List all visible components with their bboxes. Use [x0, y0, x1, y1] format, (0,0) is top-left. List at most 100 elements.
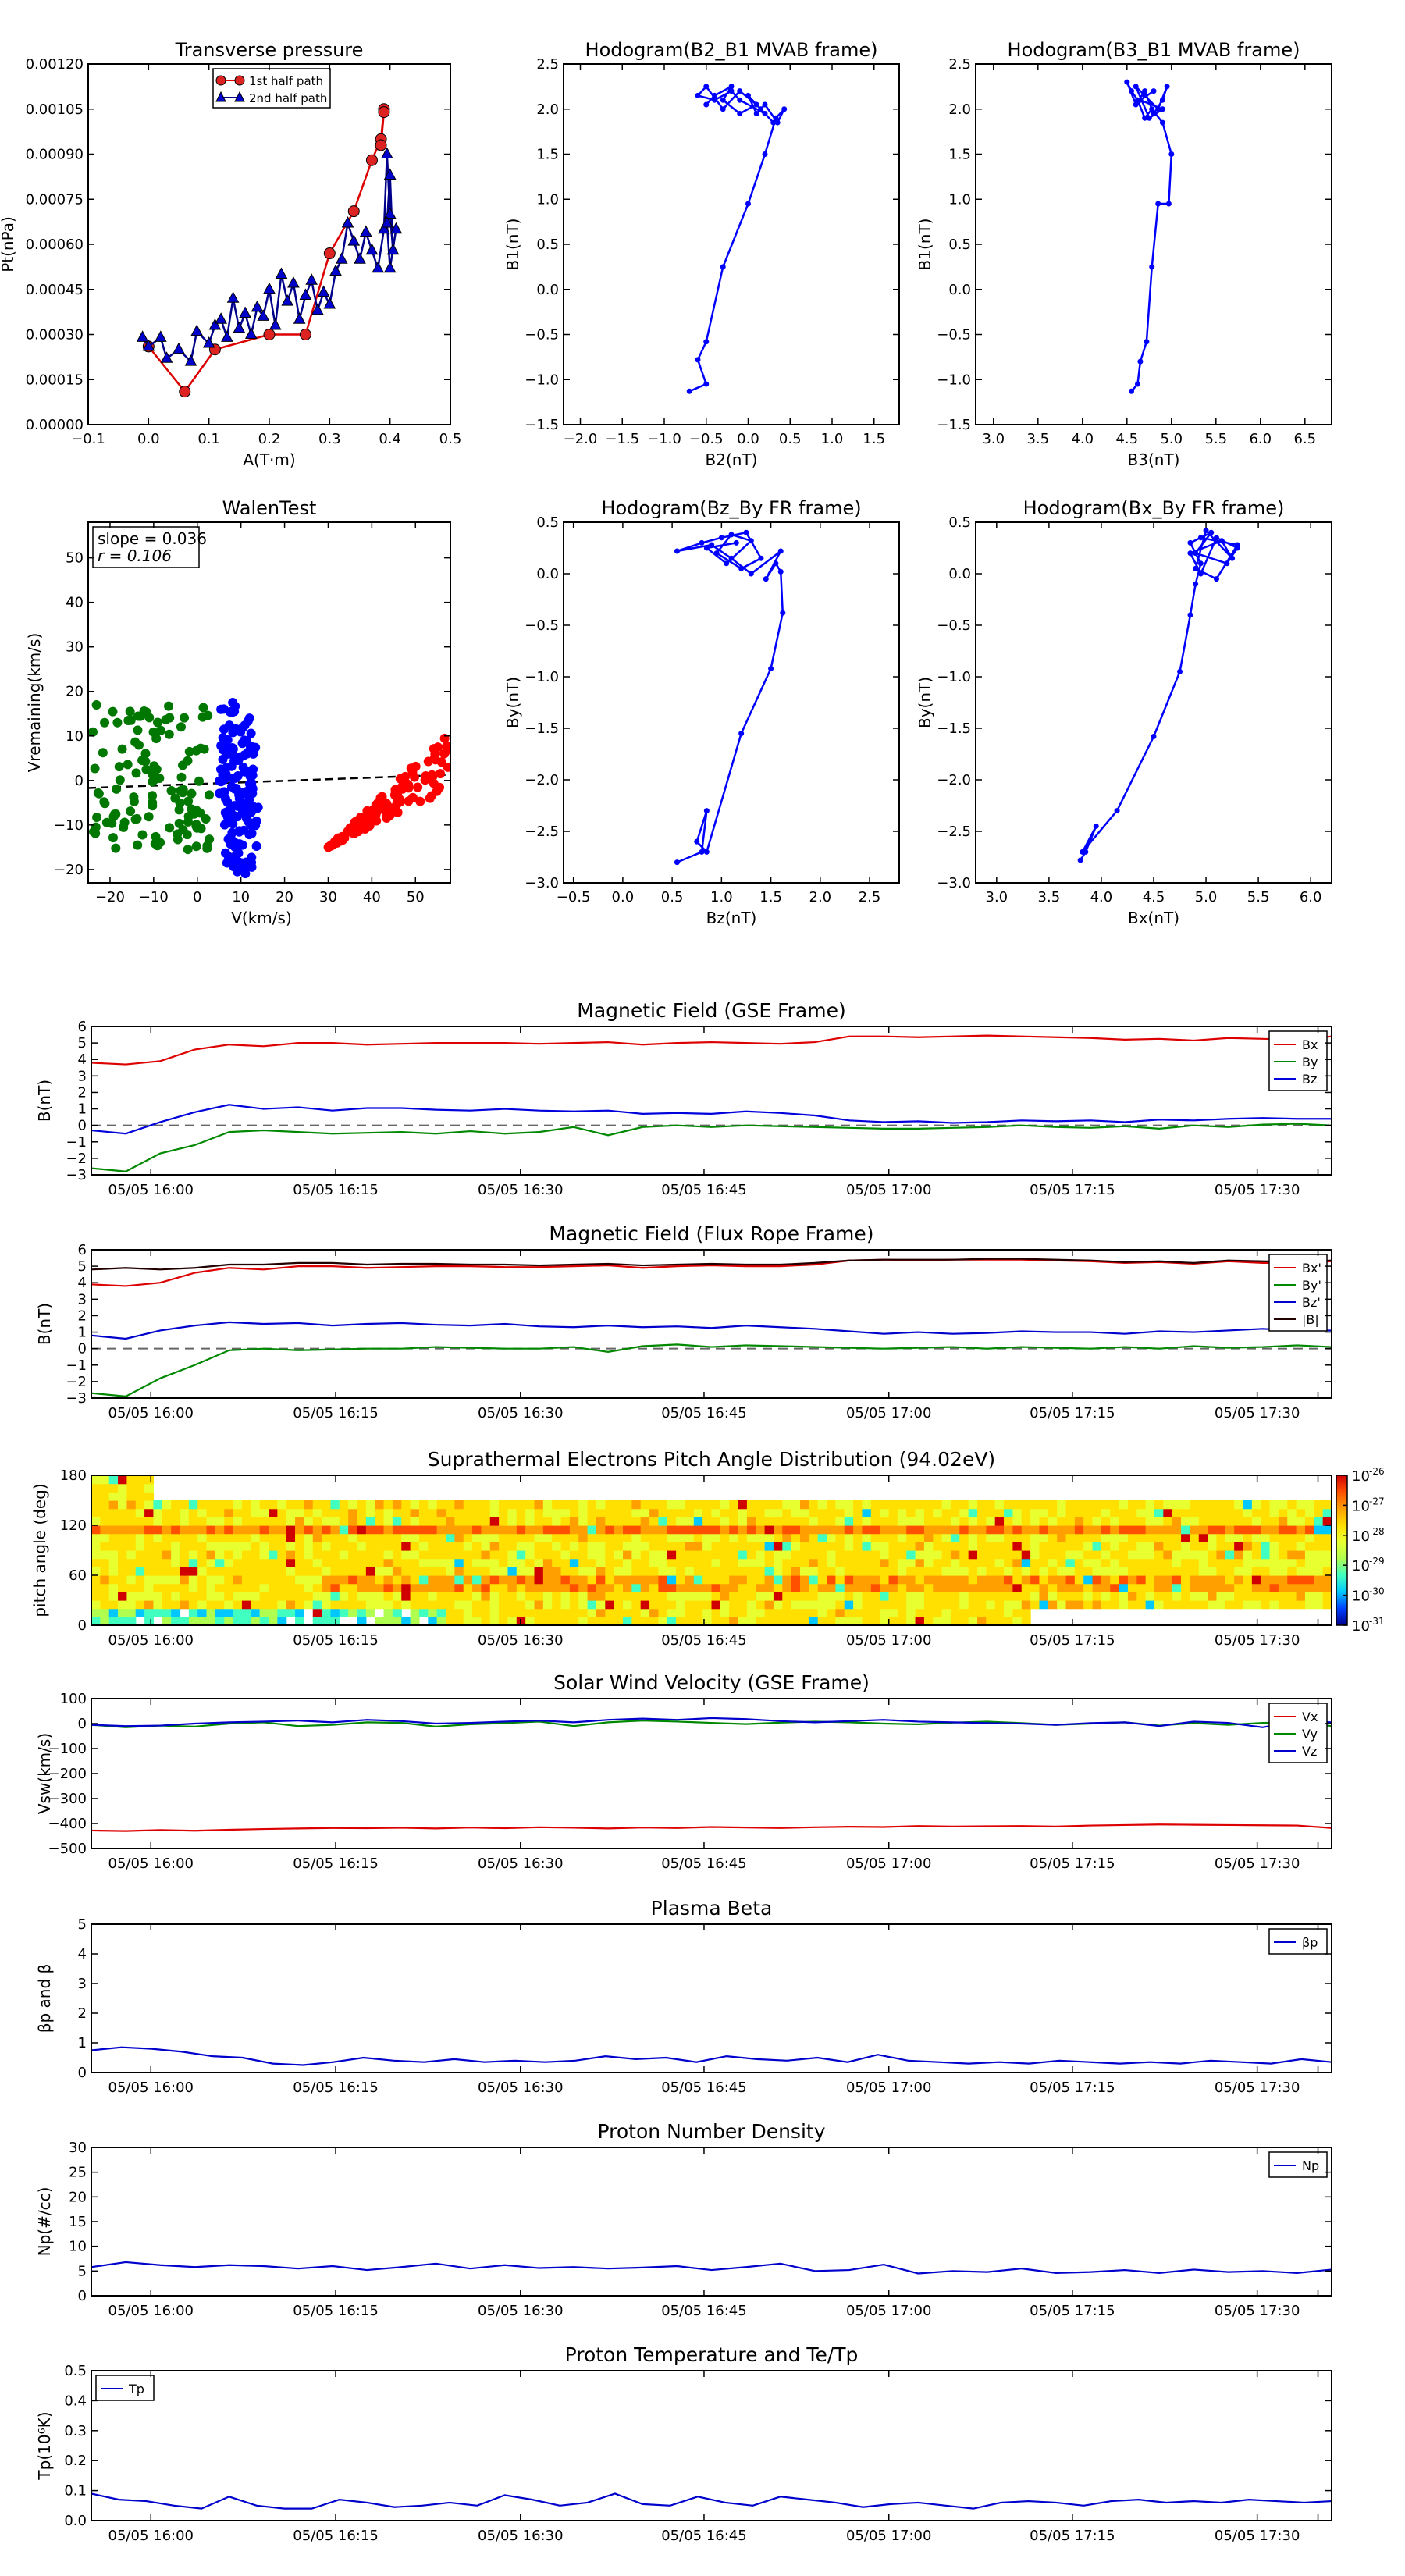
scatter-point — [228, 819, 238, 829]
heatmap-cell — [499, 1533, 509, 1542]
heatmap-cell — [1092, 1550, 1102, 1560]
heatmap-cell — [348, 1542, 358, 1551]
heatmap-cell — [835, 1567, 845, 1576]
heatmap-cell — [906, 1608, 916, 1617]
heatmap-cell — [108, 1567, 119, 1576]
data-marker — [383, 207, 397, 219]
heatmap-cell — [91, 1500, 101, 1510]
heatmap-cell — [1021, 1533, 1031, 1542]
heatmap-cell — [977, 1583, 987, 1592]
heatmap-cell — [968, 1608, 978, 1617]
heatmap-cell — [135, 1517, 145, 1526]
heatmap-cell — [1243, 1517, 1253, 1526]
x-tick-label: 05/05 16:45 — [661, 1632, 746, 1649]
heatmap-cell — [587, 1533, 597, 1542]
y-tick-label: 0 — [78, 1716, 87, 1732]
heatmap-cell — [162, 1583, 172, 1592]
heatmap-cell — [569, 1550, 579, 1560]
heatmap-cell — [702, 1525, 713, 1535]
heatmap-cell — [1251, 1600, 1261, 1610]
x-tick-label: 05/05 17:15 — [1030, 2303, 1115, 2319]
heatmap-cell — [126, 1567, 137, 1576]
y-tick-label: 0.5 — [64, 2363, 87, 2379]
heatmap-cell — [507, 1600, 518, 1610]
heatmap-cell — [428, 1567, 438, 1576]
heatmap-cell — [800, 1525, 809, 1535]
heatmap-cell — [1304, 1550, 1314, 1560]
heatmap-cell — [534, 1558, 544, 1567]
scatter-point — [239, 788, 249, 799]
heatmap-cell — [259, 1542, 269, 1551]
heatmap-cell — [817, 1517, 827, 1526]
heatmap-cell — [614, 1500, 624, 1510]
heatmap-cell — [923, 1617, 934, 1626]
heatmap-cell — [525, 1583, 535, 1592]
heatmap-cell — [481, 1592, 491, 1601]
heatmap-cell — [516, 1517, 526, 1526]
heatmap-cell — [791, 1508, 801, 1517]
heatmap-cell — [1065, 1583, 1076, 1592]
heatmap-cell — [560, 1583, 571, 1592]
heatmap-cell — [1030, 1558, 1040, 1567]
heatmap-cell — [383, 1583, 393, 1592]
heatmap-cell — [153, 1575, 163, 1585]
y-tick-label: 20 — [66, 684, 84, 700]
heatmap-cell — [454, 1517, 464, 1526]
heatmap-cell — [454, 1533, 464, 1542]
heatmap-cell — [330, 1608, 340, 1617]
heatmap-cell — [171, 1600, 181, 1610]
heatmap-cell — [1092, 1567, 1102, 1576]
heatmap-cell — [986, 1592, 996, 1601]
data-marker — [737, 88, 743, 94]
heatmap-cell — [1261, 1567, 1271, 1576]
heatmap-cell — [853, 1533, 863, 1542]
heatmap-cell — [1110, 1525, 1120, 1535]
heatmap-cell — [950, 1583, 960, 1592]
heatmap-cell — [215, 1500, 225, 1510]
heatmap-cell — [1198, 1533, 1208, 1542]
data-marker — [703, 381, 710, 387]
heatmap-cell — [587, 1583, 597, 1592]
heatmap-cell — [516, 1583, 526, 1592]
scatter-point — [191, 841, 201, 852]
y-axis-label: By(nT) — [503, 677, 522, 728]
x-tick-label: 05/05 17:30 — [1215, 2080, 1300, 2096]
heatmap-cell — [968, 1542, 978, 1551]
y-tick-label: −2.5 — [525, 824, 559, 840]
heatmap-cell — [862, 1592, 872, 1601]
heatmap-cell — [1083, 1567, 1094, 1576]
y-tick-label: 2.5 — [948, 56, 971, 73]
heatmap-cell — [1030, 1567, 1040, 1576]
heatmap-cell — [676, 1558, 686, 1567]
heatmap-cell — [853, 1542, 863, 1551]
heatmap-cell — [481, 1558, 491, 1567]
x-tick-label: 05/05 16:30 — [478, 2303, 563, 2319]
heatmap-cell — [667, 1508, 677, 1517]
heatmap-cell — [1119, 1567, 1129, 1576]
heatmap-cell — [791, 1517, 801, 1526]
x-tick-label: 05/05 16:45 — [661, 1182, 746, 1198]
heatmap-cell — [782, 1600, 792, 1610]
heatmap-cell — [1304, 1575, 1314, 1585]
heatmap-cell — [1172, 1500, 1182, 1510]
heatmap-cell — [126, 1475, 137, 1485]
x-axis-label: A(T·m) — [243, 450, 295, 469]
heatmap-cell — [569, 1517, 579, 1526]
heatmap-cell — [640, 1592, 650, 1601]
heatmap-cell — [162, 1608, 172, 1617]
heatmap-cell — [1208, 1508, 1218, 1517]
heatmap-cell — [667, 1558, 677, 1567]
heatmap-cell — [144, 1508, 155, 1517]
heatmap-cell — [472, 1508, 482, 1517]
heatmap-cell — [215, 1525, 225, 1535]
heatmap-cell — [1110, 1533, 1120, 1542]
heatmap-cell — [269, 1525, 278, 1535]
heatmap-cell — [507, 1517, 518, 1526]
heatmap-cell — [738, 1525, 748, 1535]
scatter-point — [246, 747, 256, 757]
heatmap-cell — [100, 1583, 110, 1592]
heatmap-cell — [649, 1583, 659, 1592]
heatmap-cell — [959, 1583, 969, 1592]
heatmap-cell — [1208, 1600, 1218, 1610]
heatmap-cell — [428, 1508, 438, 1517]
